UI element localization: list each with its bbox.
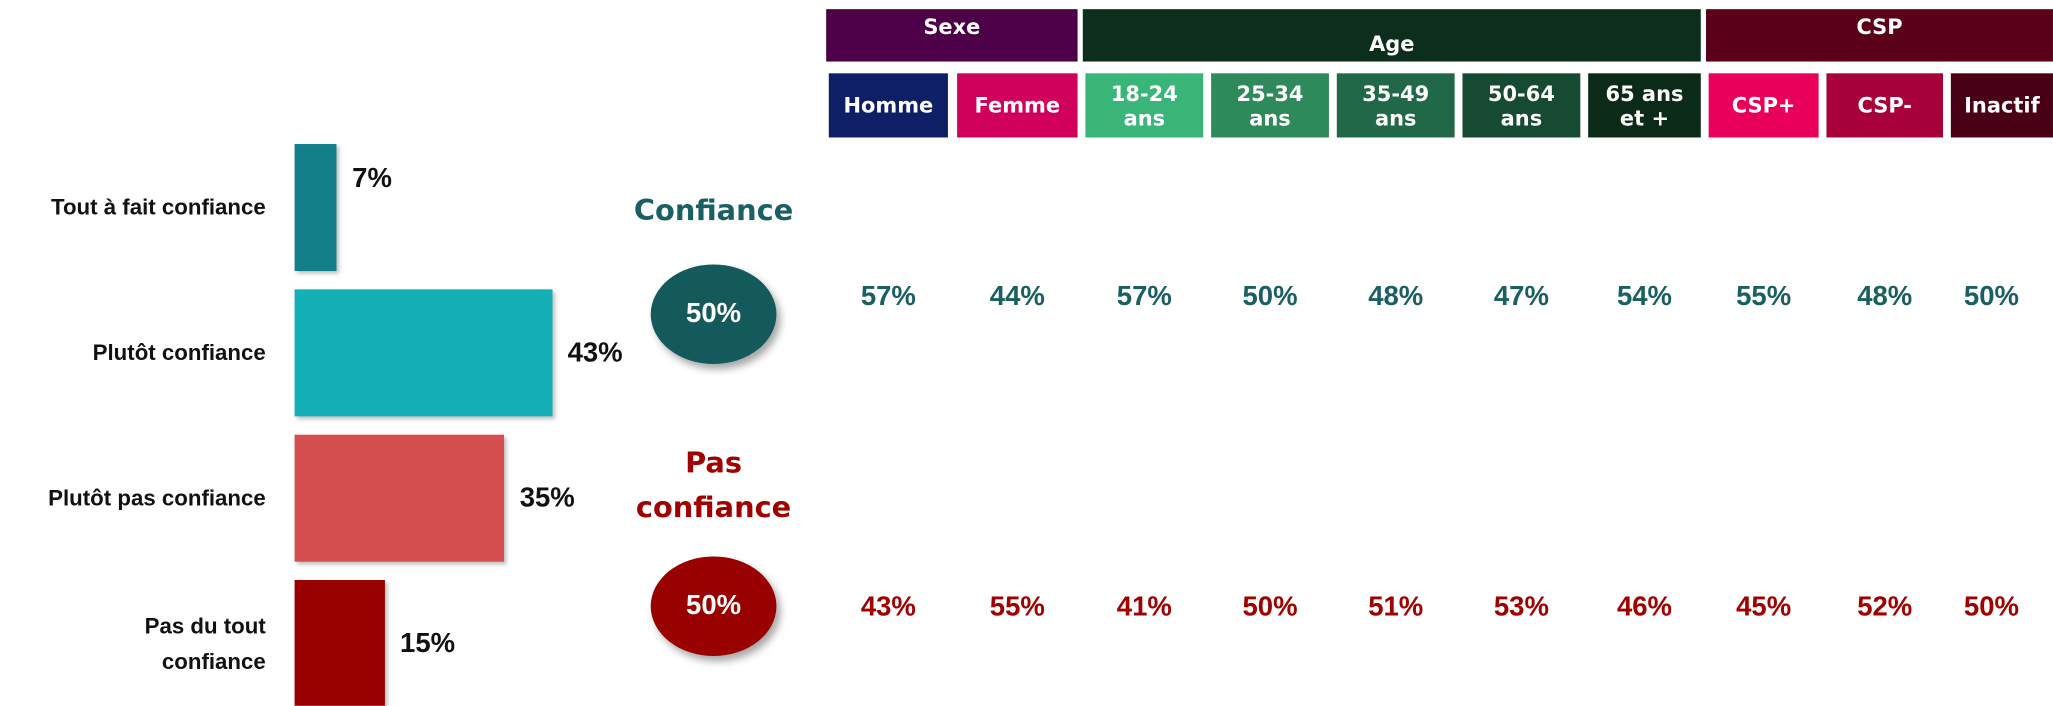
column-label: 35-49 xyxy=(1362,80,1430,106)
category-label: Plutôt confiance xyxy=(92,340,266,366)
column-label: 18-24 xyxy=(1110,80,1178,106)
value-label: 7% xyxy=(352,163,392,194)
column-label: Femme xyxy=(974,92,1061,118)
column-header: 18-24 ans xyxy=(1085,73,1204,138)
table-cell: 50% xyxy=(1963,591,2019,622)
column-header: Inactif xyxy=(1950,73,2053,138)
column-header: 25-34 ans xyxy=(1211,73,1329,138)
column-header: 35-49 ans xyxy=(1336,73,1455,138)
table-cell: 57% xyxy=(1116,281,1172,312)
table-cell: 44% xyxy=(989,281,1045,312)
group-header: Sexe xyxy=(826,9,1078,62)
bar xyxy=(294,580,385,706)
table-cell: 51% xyxy=(1368,591,1424,622)
table-cell: 50% xyxy=(1242,591,1298,622)
group-label: Sexe xyxy=(923,14,981,40)
column-label: Homme xyxy=(843,92,934,118)
group-label: CSP xyxy=(1856,14,1903,40)
table-cell: 50% xyxy=(1963,281,2019,312)
column-label: 50-64 xyxy=(1487,80,1555,106)
category-label: Tout à fait confiance xyxy=(51,195,266,220)
table-cell: 57% xyxy=(860,281,916,312)
group-header: CSP xyxy=(1706,9,2053,62)
column-header: CSP+ xyxy=(1708,73,1819,138)
table-cell: 55% xyxy=(989,591,1045,622)
column-label: et + xyxy=(1619,105,1670,131)
bar xyxy=(294,144,337,272)
column-label: ans xyxy=(1123,105,1166,131)
table-cell: 41% xyxy=(1116,591,1172,622)
column-header: CSP- xyxy=(1826,73,1944,138)
column-label: 65 ans xyxy=(1605,80,1684,106)
table-cell: 55% xyxy=(1736,281,1792,312)
value-label: 15% xyxy=(400,627,456,658)
table-cell: 50% xyxy=(1242,281,1298,312)
value-label: 43% xyxy=(567,337,623,368)
table-cell: 52% xyxy=(1857,591,1913,622)
summary-label: Pas confiance xyxy=(635,447,792,526)
column-label: ans xyxy=(1500,105,1543,131)
table-cell: 48% xyxy=(1368,281,1424,312)
table-cell: 53% xyxy=(1493,591,1549,622)
column-header: Femme xyxy=(957,73,1078,138)
bar xyxy=(294,434,504,562)
group-header: Age xyxy=(1082,9,1701,62)
value-label: 35% xyxy=(519,482,575,513)
column-label: CSP- xyxy=(1857,92,1913,118)
column-header: 50-64 ans xyxy=(1462,73,1581,138)
table-cell: 45% xyxy=(1736,591,1792,622)
table-cell: 54% xyxy=(1616,281,1672,312)
column-header: Homme xyxy=(828,73,948,138)
category-label: Plutôt pas confiance xyxy=(48,485,266,511)
column-label: ans xyxy=(1374,105,1417,131)
column-label: ans xyxy=(1249,105,1291,131)
bar xyxy=(294,289,552,417)
column-label: CSP+ xyxy=(1731,92,1796,118)
table-cell: 47% xyxy=(1493,281,1549,312)
column-label: 25-34 xyxy=(1236,80,1304,106)
table-cell: 43% xyxy=(860,591,916,622)
column-label: Inactif xyxy=(1964,92,2040,118)
summary-ellipse: 50% xyxy=(650,264,777,364)
group-label: Age xyxy=(1369,31,1415,57)
table-cell: 46% xyxy=(1616,591,1672,622)
summary-ellipse: 50% xyxy=(650,556,777,656)
table-cell: 48% xyxy=(1857,281,1913,312)
column-header: 65 ans et + xyxy=(1588,73,1701,138)
summary-label: Confiance xyxy=(633,195,794,228)
category-label: Pas du tout confiance xyxy=(144,613,266,674)
